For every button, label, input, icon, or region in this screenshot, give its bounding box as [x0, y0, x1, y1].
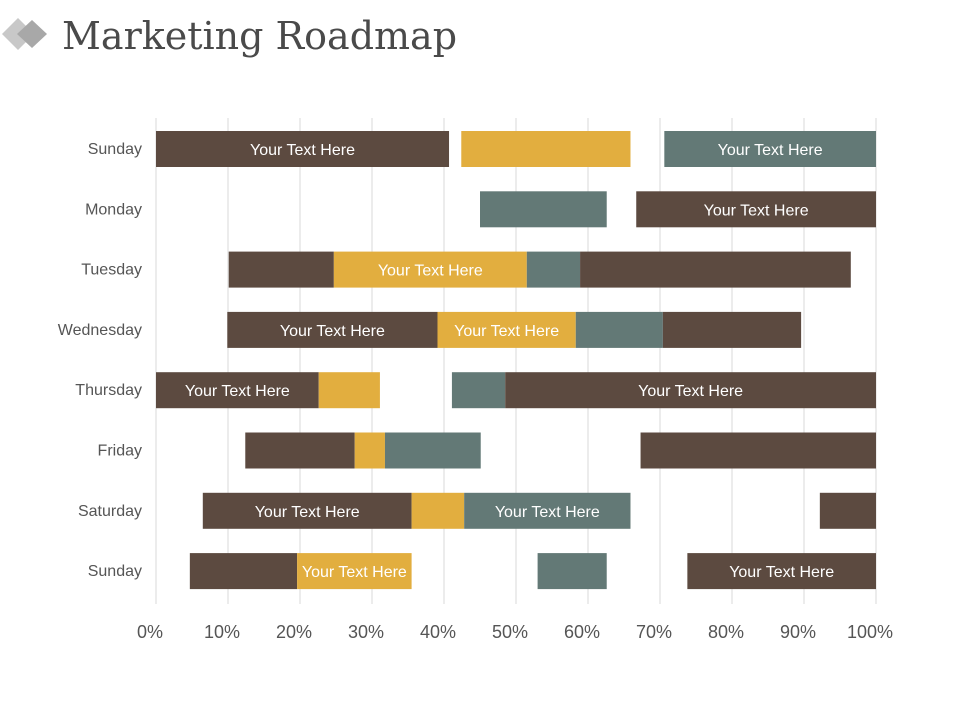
bar-label: Your Text Here: [302, 564, 407, 581]
bar-label: Your Text Here: [718, 142, 823, 159]
category-label: Saturday: [78, 503, 142, 520]
x-tick-label: 30%: [348, 622, 384, 642]
bar-segment: [227, 311, 438, 348]
category-label: Wednesday: [58, 322, 142, 339]
bar-segment: [228, 251, 334, 288]
bar-segment: [384, 432, 481, 469]
x-tick-label: 100%: [847, 622, 893, 642]
x-tick-label: 20%: [276, 622, 312, 642]
bar-segment: [297, 553, 412, 590]
bar-segment: [526, 251, 581, 288]
bar-segment: [687, 553, 876, 590]
bar-label: Your Text Here: [378, 263, 483, 280]
bar-segment: [451, 372, 506, 409]
category-label: Friday: [98, 443, 142, 460]
bar-segment: [537, 553, 607, 590]
bar-segment: [505, 372, 876, 409]
x-tick-label: 0%: [137, 622, 163, 642]
bar-label: Your Text Here: [729, 564, 834, 581]
bar-segment: [640, 432, 876, 469]
bar-label: Your Text Here: [704, 202, 809, 219]
bar-label: Your Text Here: [495, 504, 600, 521]
bar-segment: [437, 311, 576, 348]
category-label: Thursday: [75, 382, 142, 399]
bar-segment: [156, 131, 450, 167]
bar-segment: [333, 251, 527, 288]
bar-segment: [245, 432, 355, 469]
bar-label: Your Text Here: [638, 383, 743, 400]
logo-diamonds-icon: [0, 14, 56, 54]
bar-segment: [411, 492, 465, 529]
bar-segment: [662, 311, 802, 348]
bar-label: Your Text Here: [185, 383, 290, 400]
x-tick-label: 10%: [204, 622, 240, 642]
logo-diamond-dark: [17, 20, 47, 48]
category-label: Sunday: [88, 141, 142, 158]
bar-segment: [189, 553, 298, 590]
category-label: Sunday: [88, 563, 142, 580]
category-label: Monday: [85, 201, 142, 218]
x-tick-label: 60%: [564, 622, 600, 642]
x-tick-label: 80%: [708, 622, 744, 642]
x-tick-label: 40%: [420, 622, 456, 642]
bar-label: Your Text Here: [250, 142, 355, 159]
bar-segment: [636, 191, 876, 228]
x-tick-label: 50%: [492, 622, 528, 642]
bar-segment: [354, 432, 385, 469]
bar-label: Your Text Here: [280, 323, 385, 340]
bar-segment: [318, 372, 380, 409]
bar-label: Your Text Here: [454, 323, 559, 340]
page-title: Marketing Roadmap: [62, 14, 458, 58]
x-tick-label: 90%: [780, 622, 816, 642]
x-tick-label: 70%: [636, 622, 672, 642]
bar-segment: [664, 131, 876, 167]
bar-segment: [480, 191, 607, 228]
category-label: Tuesday: [81, 262, 142, 279]
bar-segment: [580, 251, 851, 288]
bar-segment: [202, 492, 412, 529]
bar-label: Your Text Here: [255, 504, 360, 521]
bar-segment: [461, 131, 631, 167]
bar-segment: [464, 492, 631, 529]
bar-segment: [819, 492, 876, 529]
bar-segment: [575, 311, 663, 348]
bar-segment: [156, 372, 319, 409]
